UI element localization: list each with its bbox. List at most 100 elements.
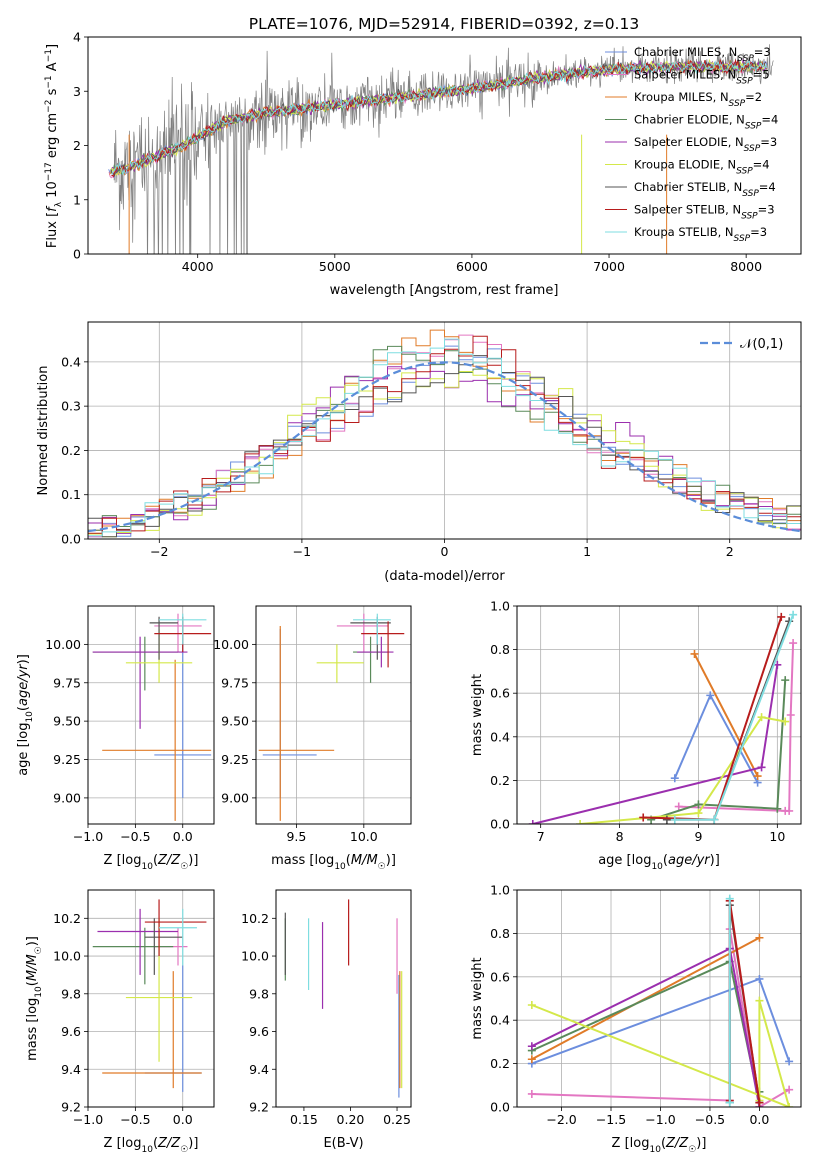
y-tick-label: 9.50 <box>221 714 249 729</box>
label-part: cm <box>45 113 60 133</box>
y-tick-label: 0.6 <box>490 969 510 984</box>
label-part: 10 <box>25 711 35 723</box>
model-spectrum-salp_elodie <box>109 58 767 176</box>
x-tick-label: 0 <box>441 544 449 559</box>
weight-line-salp_elodie <box>531 947 761 1107</box>
axes-frame <box>255 605 412 825</box>
x-tick-label: 7 <box>537 829 545 844</box>
y-tick-label: 1.0 <box>490 599 510 614</box>
label-part: SSP <box>737 54 754 64</box>
label-part: ] <box>701 1136 706 1151</box>
legend-label-chab_stelib: Chabrier STELIB, NSSP=4 <box>634 180 776 199</box>
label-part: =3 <box>758 203 775 217</box>
weight-marker-krou_miles <box>755 933 764 942</box>
x-axis-label: (data-model)/error <box>384 569 505 584</box>
label-part: log <box>25 998 40 1018</box>
legend-label-normal: 𝒩(0,1) <box>740 337 783 352</box>
weight-marker-krou_elodie <box>781 717 790 726</box>
weight-marker-salp_miles <box>785 1085 794 1094</box>
y-tick-label: 9.25 <box>53 752 81 767</box>
label-part: Flux [ <box>45 212 60 248</box>
weight-line-salp_stelib <box>728 900 761 1103</box>
y-tick-label: 9.25 <box>221 752 249 767</box>
x-axis-label: E(B-V) <box>323 1136 363 1151</box>
label-part: ) <box>188 853 193 868</box>
x-tick-label: −2.0 <box>546 1112 576 1127</box>
y-tick-label: 0.4 <box>61 354 81 369</box>
label-part: ☉ <box>688 1145 696 1155</box>
weight-marker-krou_stelib <box>725 894 734 903</box>
label-part: mass weight <box>470 674 485 756</box>
axes-mass_vs_Z: −1.0 −0.5 0.09.29.49.69.810.010.2Z [log10(… <box>25 889 215 1155</box>
y-tick-label: 9.6 <box>249 1024 269 1039</box>
weight-marker-krou_elodie <box>576 820 585 824</box>
label-part: f <box>45 205 60 212</box>
y-tick-label: 10.0 <box>241 949 269 964</box>
label-part: ) <box>710 853 715 868</box>
x-tick-label: −2 <box>150 544 168 559</box>
axes-frame <box>516 605 802 825</box>
label-part: mass [ <box>25 1018 40 1061</box>
residual-hist-chab_elodie <box>88 345 801 531</box>
x-tick-label: −0.5 <box>120 1112 150 1127</box>
weight-marker-chab_elodie <box>781 676 790 685</box>
label-part: E(B-V) <box>323 1136 363 1151</box>
weight-marker-salp_miles <box>789 639 798 648</box>
y-tick-label: 9.00 <box>53 790 81 805</box>
label-part: SSP <box>744 144 761 154</box>
label-part: log <box>16 723 31 743</box>
weight-marker-chab_miles <box>706 691 715 700</box>
y-axis-label: mass [log10(M/M☉)] <box>25 936 44 1061</box>
x-tick-label: 0.15 <box>290 1112 318 1127</box>
model-spectrum-krou_stelib <box>111 58 768 175</box>
label-part: =4 <box>761 113 778 127</box>
weight-line-krou_miles <box>693 653 759 777</box>
label-part: age/yr <box>16 663 31 706</box>
y-tick-label: 0.3 <box>61 399 81 414</box>
y-tick-label: 0.4 <box>490 729 510 744</box>
label-part: mass [ <box>271 853 314 868</box>
y-tick-label: 9.4 <box>249 1062 269 1077</box>
legend-label-krou_miles: Kroupa MILES, NSSP=2 <box>634 90 762 109</box>
label-part: Salpeter STELIB, N <box>634 203 741 217</box>
y-tick-label: 0.6 <box>490 686 510 701</box>
label-part: age/yr <box>668 853 711 868</box>
legend-label-krou_stelib: Kroupa STELIB, NSSP=3 <box>634 225 767 244</box>
label-part: −17 <box>44 162 54 181</box>
weight-marker-chab_elodie <box>773 804 782 813</box>
x-tick-label: −0.5 <box>695 1112 725 1127</box>
weight-marker-chab_stelib <box>662 815 671 824</box>
weight-marker-krou_stelib <box>710 815 719 824</box>
axes-weight_vs_Z: −2.0 −1.5 −1.0 −0.5 0.0 0.0 0.2 0.4 0.6 0.8 1.0 Z [… <box>470 883 802 1155</box>
label-part: =5 <box>753 68 770 82</box>
y-axis-label: Flux [fλ 10−17 erg cm−2 s−1 A−1] <box>44 44 64 248</box>
label-part: ] <box>45 44 60 49</box>
label-part: ) <box>696 1136 701 1151</box>
x-tick-label: 0.0 <box>749 1112 769 1127</box>
y-tick-label: 9.00 <box>221 790 249 805</box>
weight-marker-chab_elodie <box>694 800 703 809</box>
y-tick-label: 9.75 <box>53 675 81 690</box>
axes-frame <box>516 889 802 1108</box>
label-part: 10 <box>651 862 663 872</box>
label-part: 10 <box>34 986 44 998</box>
label-part: s <box>45 88 60 95</box>
y-tick-label: 9.2 <box>61 1100 81 1115</box>
label-part: Z/Z <box>665 1136 689 1151</box>
label-part: wavelength [Angstrom, rest frame] <box>330 283 559 298</box>
legend-label-salp_stelib: Salpeter STELIB, NSSP=3 <box>634 203 775 222</box>
x-axis-label: Z [log10(Z/Z☉)] <box>612 1136 707 1155</box>
y-tick-label: 0.8 <box>490 642 510 657</box>
weight-line-krou_elodie <box>580 716 786 824</box>
label-part: Salpeter MILES, N <box>634 68 736 82</box>
y-tick-label: 3 <box>73 84 81 99</box>
plot-area <box>284 899 403 1098</box>
weight-marker-salp_miles <box>785 806 794 815</box>
legend-label-salp_elodie: Salpeter ELODIE, NSSP=3 <box>634 135 777 154</box>
x-axis-label: Z [log10(Z/Z☉)] <box>104 853 199 872</box>
axes-residuals: −2 −1 0 1 2 0.0 0.1 0.2 0.3 0.4 𝒩(0,1) (data-model)… <box>36 321 802 584</box>
axes-frame <box>87 321 802 540</box>
y-axis-label: Normed distribution <box>36 366 51 496</box>
label-part: M/M <box>351 853 378 868</box>
x-tick-label: 6000 <box>456 259 488 274</box>
